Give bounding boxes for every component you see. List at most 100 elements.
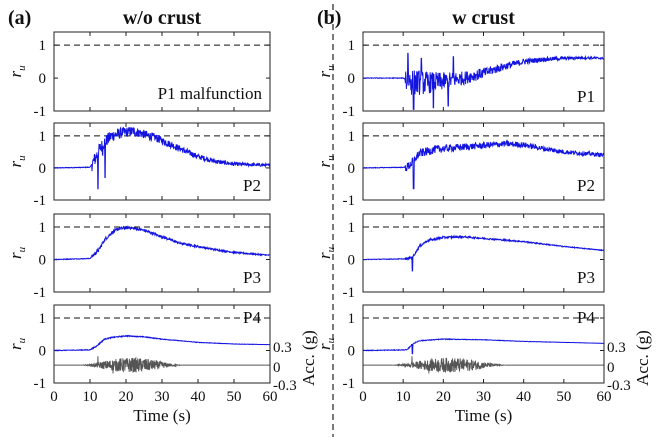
panel-b: (b) w crust10-1ruP110-1ruP210-1ruP310-1ru… xyxy=(315,7,652,425)
y-axis-label-subscript: u xyxy=(325,337,337,343)
subplot-b-p2: 1 0 -1 ru P2 xyxy=(315,122,605,209)
x-tick-label: 60 xyxy=(597,389,612,405)
y-tick-label: 0 xyxy=(348,161,356,177)
y-axis-label: ru xyxy=(6,65,28,78)
subplot-a-p3: 1 0 -1 ru P3 xyxy=(6,213,271,301)
y-tick-label: 1 xyxy=(39,38,47,54)
panel-a-title: w/o crust xyxy=(123,7,202,29)
y-tick-label: 0 xyxy=(348,253,356,269)
y-tick-label: 0 xyxy=(348,71,356,87)
y-tick-label: 1 xyxy=(348,311,356,327)
y-tick-label: -1 xyxy=(34,104,47,120)
sensor-label-p2: P2 xyxy=(243,176,261,195)
ru-series-p3 xyxy=(362,234,605,272)
sensor-label-p3: P3 xyxy=(243,268,261,287)
y-axis-label: ru xyxy=(315,337,337,350)
x-tick-label: 10 xyxy=(396,389,411,405)
acc-tick-label: 0 xyxy=(607,360,615,376)
acceleration-series xyxy=(54,356,270,374)
y-tick-label: 1 xyxy=(348,38,356,54)
acc-tick-label: -0.3 xyxy=(607,378,631,394)
y-tick-label: 1 xyxy=(39,311,47,327)
y-tick-label: 1 xyxy=(39,220,47,236)
ru-series-p2 xyxy=(362,139,605,190)
panel-b-label: (b) xyxy=(317,7,341,29)
x-tick-label: 0 xyxy=(50,389,58,405)
axes-frame xyxy=(362,31,605,112)
y-tick-label: 0 xyxy=(39,253,47,269)
y-axis-label: ru xyxy=(6,155,28,168)
y-axis-label-subscript: u xyxy=(16,65,28,71)
y-tick-label: 1 xyxy=(39,129,47,145)
axes-frame xyxy=(362,304,605,384)
y-tick-label: 1 xyxy=(348,129,356,145)
acceleration-series xyxy=(363,356,604,374)
ru-series-p3 xyxy=(53,225,271,261)
y-axis-label: ru xyxy=(6,246,28,259)
sensor-label-p1: P1 xyxy=(577,87,595,106)
panel-b-title: w crust xyxy=(452,7,515,29)
x-tick-label: 50 xyxy=(556,389,571,405)
y-tick-label: -1 xyxy=(343,376,356,392)
x-tick-label: 10 xyxy=(83,389,98,405)
x-axis-title: Time (s) xyxy=(455,406,512,425)
y-tick-label: 0 xyxy=(39,161,47,177)
x-tick-label: 0 xyxy=(359,389,367,405)
acc-axis-label: Acc. (g) xyxy=(299,330,318,386)
y-tick-label: -1 xyxy=(34,193,47,209)
acc-tick-label: 0.3 xyxy=(607,340,626,356)
subplot-a-p1: 1 0 -1 ru P1 malfunction xyxy=(6,31,271,120)
x-tick-label: 30 xyxy=(155,389,170,405)
sensor-label-p2: P2 xyxy=(577,176,595,195)
axes-frame xyxy=(53,122,271,201)
sensor-label-p4: P4 xyxy=(577,308,595,327)
y-tick-label: -1 xyxy=(34,376,47,392)
y-tick-label: 0 xyxy=(348,344,356,360)
sensor-label-p3: P3 xyxy=(577,268,595,287)
axes-frame xyxy=(53,213,271,293)
y-tick-label: -1 xyxy=(343,104,356,120)
y-axis-label-subscript: u xyxy=(16,155,28,161)
sensor-label-p1: P1 malfunction xyxy=(158,84,263,103)
axes-frame xyxy=(53,31,271,112)
x-axis-title: Time (s) xyxy=(133,406,190,425)
subplot-b-p3: 1 0 -1 ru P3 xyxy=(315,213,605,301)
acc-tick-label: 0 xyxy=(273,360,281,376)
y-axis-label: ru xyxy=(6,337,28,350)
x-tick-label: 40 xyxy=(191,389,206,405)
y-tick-label: -1 xyxy=(34,285,47,301)
y-axis-label-subscript: u xyxy=(16,246,28,252)
ru-series-p4 xyxy=(53,334,271,352)
x-tick-label: 50 xyxy=(227,389,242,405)
y-axis-label-subscript: u xyxy=(325,65,337,71)
y-axis-label-subscript: u xyxy=(325,155,337,161)
y-axis-label-subscript: u xyxy=(325,246,337,252)
x-tick-label: 60 xyxy=(263,389,278,405)
y-tick-label: 0 xyxy=(39,71,47,87)
x-tick-label: 20 xyxy=(119,389,134,405)
acc-tick-label: 0.3 xyxy=(273,340,292,356)
axes-frame xyxy=(53,304,271,384)
axes-frame xyxy=(362,213,605,293)
subplot-a-p2: 1 0 -1 ru P2 xyxy=(6,122,271,209)
x-tick-label: 20 xyxy=(436,389,451,405)
y-tick-label: -1 xyxy=(343,285,356,301)
panel-a-label: (a) xyxy=(8,7,31,29)
ru-series-p2 xyxy=(53,126,271,190)
ru-series-p1 xyxy=(362,52,605,110)
y-axis-label: ru xyxy=(315,65,337,78)
y-tick-label: 0 xyxy=(39,344,47,360)
axes-frame xyxy=(362,122,605,201)
ru-series-p4 xyxy=(362,337,605,355)
y-axis-label: ru xyxy=(315,155,337,168)
y-tick-label: 1 xyxy=(348,220,356,236)
subplot-b-p1: 1 0 -1 ru P1 xyxy=(315,31,605,120)
y-axis-label: ru xyxy=(315,246,337,259)
y-tick-label: -1 xyxy=(343,193,356,209)
acc-axis-label: Acc. (g) xyxy=(633,330,652,386)
x-tick-label: 40 xyxy=(516,389,531,405)
